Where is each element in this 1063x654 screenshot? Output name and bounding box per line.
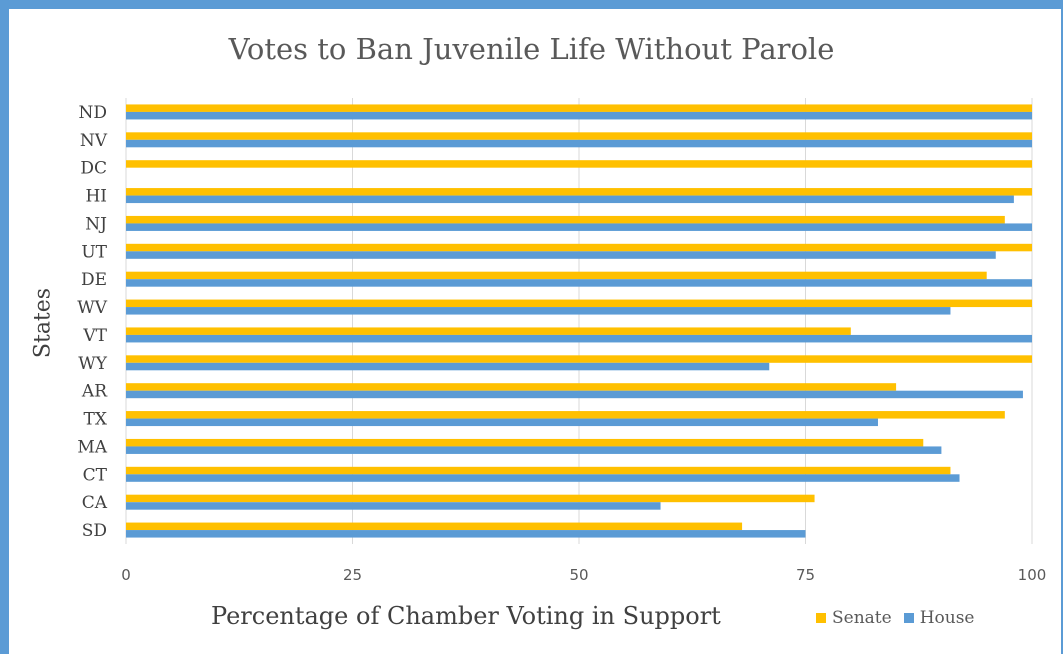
bar-house-tx bbox=[126, 418, 878, 427]
bar-senate-dc bbox=[126, 160, 1032, 168]
y-tick-label: MA bbox=[77, 437, 107, 457]
y-tick-label: NV bbox=[80, 131, 108, 151]
bar-senate-de bbox=[126, 271, 987, 280]
bar-house-ar bbox=[126, 390, 1023, 399]
y-tick-label: HI bbox=[85, 187, 107, 207]
x-axis-title: Percentage of Chamber Voting in Support bbox=[211, 602, 721, 630]
legend-label-senate: Senate bbox=[832, 608, 892, 628]
bar-senate-ut bbox=[126, 243, 1032, 252]
bar-house-ca bbox=[126, 502, 661, 510]
y-tick-label: UT bbox=[81, 242, 107, 262]
x-tick-label: 25 bbox=[343, 566, 362, 584]
x-tick-label: 75 bbox=[796, 566, 815, 584]
bar-senate-hi bbox=[126, 188, 1032, 196]
bar-senate-ct bbox=[126, 466, 951, 475]
bar-house-wv bbox=[126, 307, 951, 315]
y-tick-label: CA bbox=[82, 493, 108, 513]
bar-senate-ma bbox=[126, 438, 924, 447]
bar-house-sd bbox=[126, 530, 806, 538]
y-tick-label: VT bbox=[82, 326, 107, 346]
bar-senate-nd bbox=[126, 104, 1032, 112]
bar-senate-wv bbox=[126, 299, 1032, 308]
y-tick-label: SD bbox=[82, 521, 107, 541]
y-tick-label: TX bbox=[84, 410, 108, 430]
x-tick-label: 100 bbox=[1018, 566, 1047, 584]
bar-house-wy bbox=[126, 362, 770, 371]
bar-house-ct bbox=[126, 474, 960, 482]
bar-house-ma bbox=[126, 446, 942, 454]
y-tick-label: NJ bbox=[85, 214, 107, 234]
y-tick-label: WV bbox=[77, 298, 107, 318]
bar-house-hi bbox=[126, 195, 1014, 204]
bar-senate-sd bbox=[126, 522, 743, 531]
x-tick-label: 0 bbox=[121, 566, 131, 584]
bar-house-nj bbox=[126, 223, 1032, 231]
x-tick-label: 50 bbox=[569, 566, 588, 584]
y-tick-label: AR bbox=[81, 382, 108, 402]
bar-house-ut bbox=[126, 251, 996, 259]
y-axis-title: States bbox=[30, 287, 56, 359]
y-tick-label: ND bbox=[78, 103, 107, 123]
bar-house-nd bbox=[126, 111, 1032, 120]
y-tick-label: DC bbox=[80, 159, 107, 179]
bar-house-nv bbox=[126, 139, 1032, 148]
bar-senate-wy bbox=[126, 355, 1032, 363]
bar-senate-nv bbox=[126, 132, 1032, 140]
y-tick-label: DE bbox=[81, 270, 107, 290]
bar-senate-ar bbox=[126, 383, 897, 391]
legend-label-house: House bbox=[919, 608, 975, 628]
legend-item-senate: Senate bbox=[816, 608, 892, 628]
legend-swatch-house bbox=[903, 613, 914, 623]
y-tick-label: CT bbox=[83, 465, 108, 485]
legend: Senate House bbox=[816, 608, 974, 628]
legend-swatch-senate bbox=[816, 613, 826, 623]
chart-title: Votes to Ban Juvenile Life Without Parol… bbox=[228, 32, 835, 66]
bar-senate-nj bbox=[126, 215, 1005, 224]
bar-house-de bbox=[126, 279, 1032, 287]
legend-item-house: House bbox=[903, 608, 975, 628]
bar-senate-ca bbox=[126, 494, 815, 503]
y-tick-label: WY bbox=[78, 354, 107, 374]
bar-senate-tx bbox=[126, 411, 1005, 419]
bar-senate-vt bbox=[126, 327, 851, 335]
bar-house-vt bbox=[126, 334, 1032, 343]
